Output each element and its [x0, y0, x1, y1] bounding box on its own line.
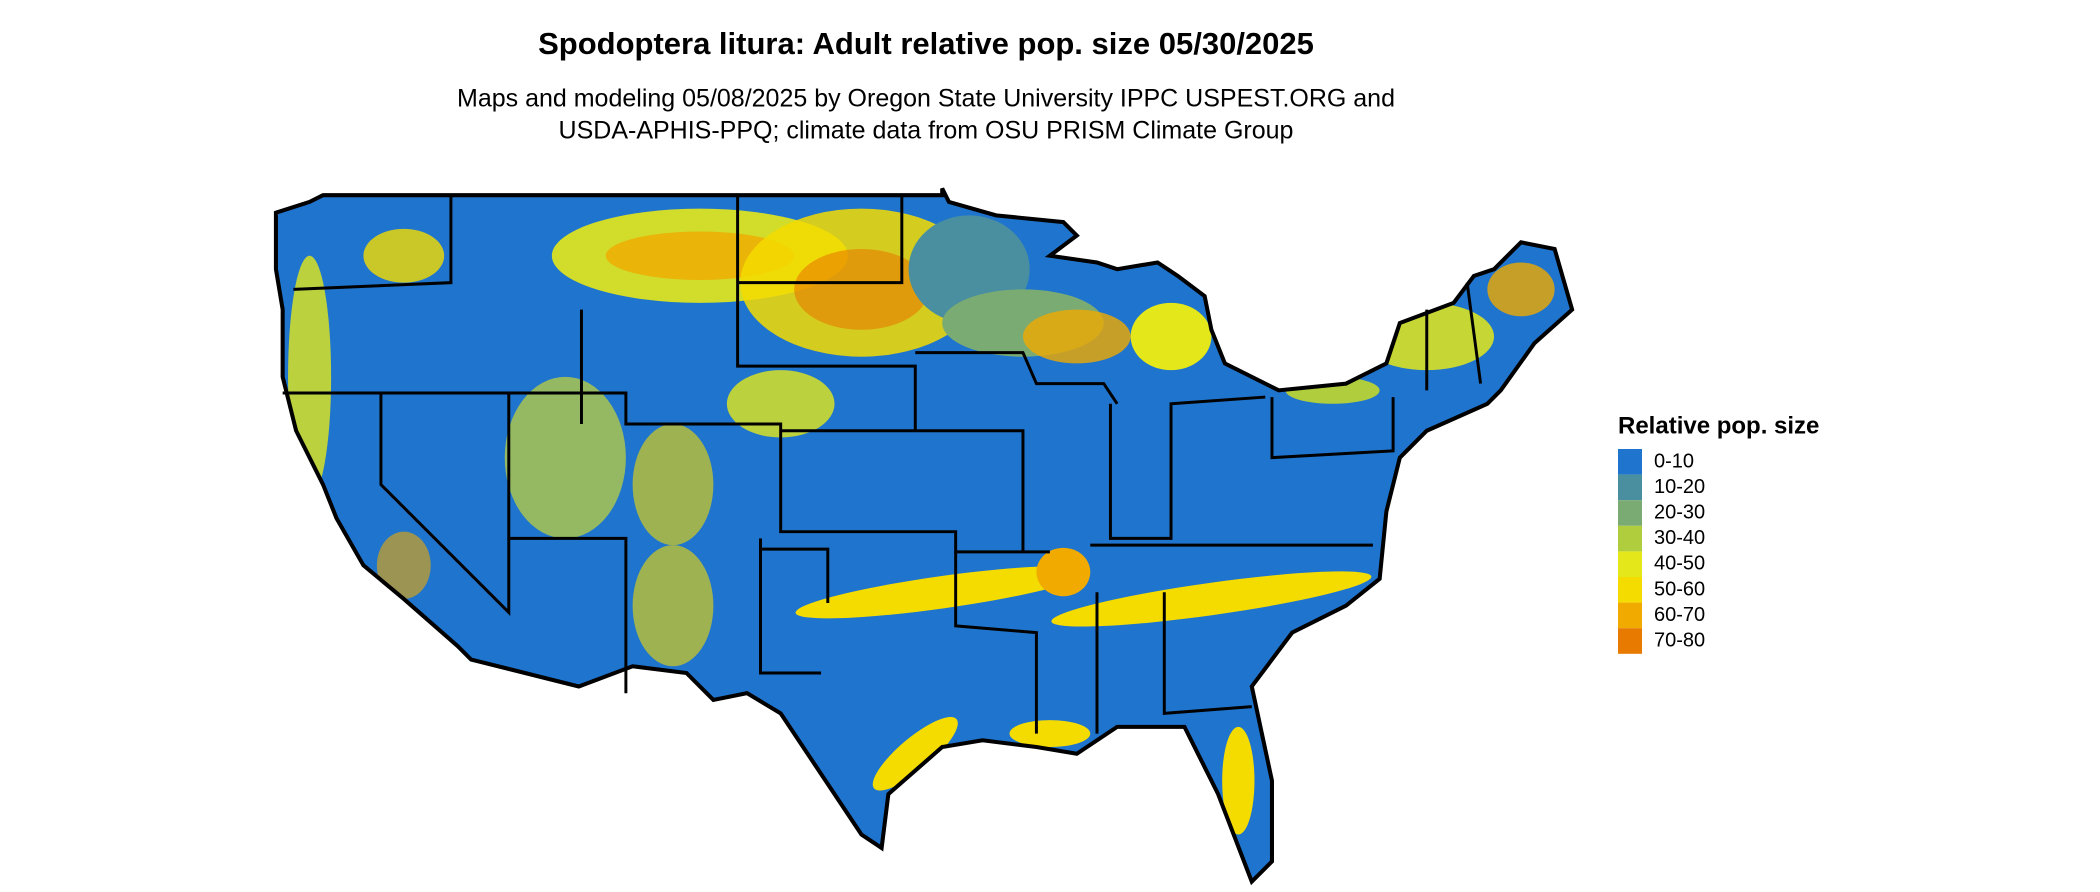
map-subtitle: USDA-APHIS-PPQ; climate data from OSU PR…: [559, 117, 1294, 145]
legend-label: 30-40: [1654, 527, 1705, 549]
legend-label: 40-50: [1654, 553, 1705, 575]
legend-label: 0-10: [1654, 450, 1694, 472]
state-lines: [282, 195, 1483, 734]
legend-label: 50-60: [1654, 578, 1705, 600]
legend-swatch: [1618, 525, 1642, 552]
legend-swatch: [1618, 577, 1642, 603]
legend-label: 60-70: [1654, 604, 1705, 626]
legend: Relative pop. size 0-10 10-20 20-30 30-40 40…: [1618, 412, 1819, 654]
legend-swatch: [1618, 602, 1642, 629]
us-map: [276, 188, 1572, 881]
legend-label: 10-20: [1654, 476, 1705, 498]
legend-label: 70-80: [1654, 629, 1705, 651]
legend-swatch: [1618, 500, 1642, 526]
legend-swatch: [1618, 449, 1642, 475]
map-subtitle: Maps and modeling 05/08/2025 by Oregon S…: [457, 85, 1395, 113]
legend-swatch: [1618, 628, 1642, 654]
legend-title: Relative pop. size: [1618, 412, 1819, 439]
legend-label: 20-30: [1654, 501, 1705, 523]
map-title: Spodoptera litura: Adult relative pop. s…: [538, 26, 1314, 61]
legend-swatch: [1618, 474, 1642, 501]
legend-swatch: [1618, 551, 1642, 577]
